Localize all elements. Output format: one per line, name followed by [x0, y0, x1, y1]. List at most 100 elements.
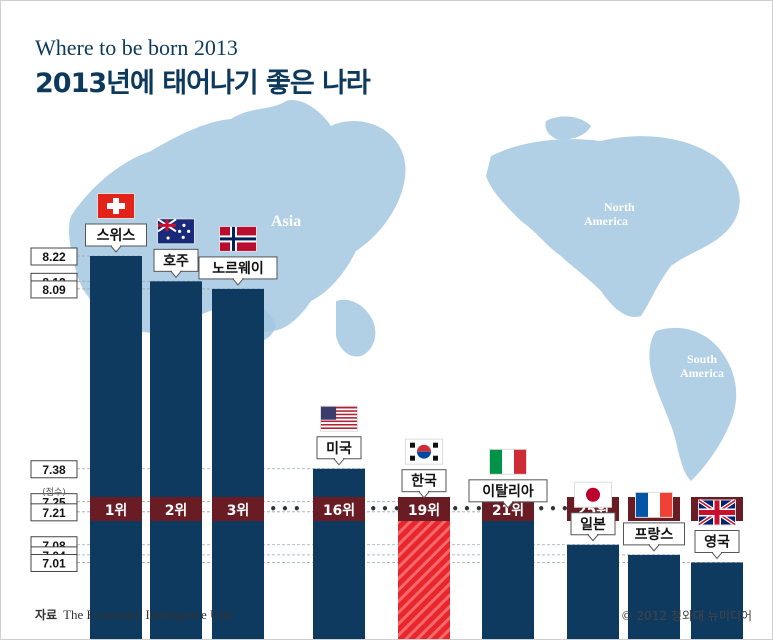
continent-shape-4	[649, 327, 737, 481]
flag-trigram	[410, 455, 415, 461]
gap-marker: • • •	[369, 502, 400, 516]
country-label: 노르웨이	[212, 260, 264, 277]
italy-flag	[489, 448, 527, 475]
axis-tick-box	[30, 553, 78, 572]
axis-tick-box	[30, 460, 78, 479]
flag-stripe	[321, 410, 357, 412]
bar-7	[628, 554, 680, 639]
axis-tick-box	[30, 503, 78, 522]
axis-tick-label: 7.01	[42, 556, 66, 570]
bar-0	[90, 256, 142, 639]
flag-stripe	[321, 406, 357, 409]
flag-taegeuk-top	[417, 444, 431, 452]
flag-trigram	[433, 455, 438, 461]
bar-1	[150, 281, 202, 639]
flag-stripe	[321, 422, 357, 424]
y-axis: 8.228.128.097.387.257.217.087.047.01(점수)	[30, 247, 78, 572]
bar-3	[313, 468, 365, 639]
rank-label: 16위	[323, 503, 355, 519]
map-label-north: North	[604, 200, 635, 214]
country-label: 스위스	[97, 228, 136, 244]
copyright: © 2012 청와대 뉴미디어	[620, 609, 752, 623]
flag-trigram	[410, 442, 415, 448]
rank-band	[90, 497, 142, 521]
flag-band	[660, 492, 672, 517]
gap-marker: • • •	[269, 502, 300, 516]
japan-flag	[574, 481, 612, 508]
bar-5	[482, 511, 534, 639]
flag-star	[182, 223, 186, 227]
axis-tick-box	[30, 247, 78, 266]
continent-shape-3	[486, 136, 740, 317]
flag-star	[166, 236, 170, 240]
bar-2	[212, 288, 264, 639]
flag-stripe	[321, 415, 357, 418]
flag-star	[187, 229, 191, 233]
switzerland-flag	[97, 193, 135, 219]
rank-label: 19위	[408, 503, 440, 519]
country-label: 일본	[580, 517, 606, 533]
continent-shape-5	[545, 116, 591, 140]
map-label-south: South	[687, 352, 717, 366]
flag-stripe	[321, 423, 357, 426]
rank-label: 2위	[165, 503, 188, 519]
flag-cross-h-red	[699, 509, 735, 515]
gap-marker: • • •	[451, 502, 482, 516]
country-label: 한국	[411, 474, 437, 490]
flag-star	[178, 229, 182, 233]
rank-label: 1위	[105, 503, 128, 519]
axis-unit-label: (점수)	[42, 486, 66, 498]
flag-canton	[321, 406, 337, 420]
country-label-pointer	[586, 534, 600, 542]
flag-trigram	[433, 442, 438, 448]
country-label: 프랑스	[635, 527, 674, 543]
bar-4	[398, 501, 450, 639]
map-label-america-2: America	[680, 366, 724, 380]
bar-8	[691, 562, 743, 639]
rank-band	[313, 497, 365, 521]
country-label: 이탈리아	[482, 483, 534, 500]
continent-shape-1	[336, 299, 376, 357]
title-korean: 2013년에 태어나기 좋은 나라	[35, 68, 371, 99]
korea-flag	[405, 438, 443, 465]
flag-taegeuk-bottom	[417, 451, 431, 459]
gap-marker: • • •	[537, 502, 568, 516]
source-text: The Economist Intelligence Unit	[63, 607, 234, 622]
axis-tick-box	[30, 280, 78, 299]
country-label-pointer	[710, 551, 724, 560]
flag-cross-h-inner	[220, 237, 256, 241]
rank-band	[398, 497, 450, 521]
flag-stripe	[321, 427, 357, 430]
flag-band	[636, 492, 648, 517]
country-label-pointer	[647, 544, 661, 552]
flag-star	[181, 235, 185, 239]
rank-band	[150, 497, 202, 521]
country-label-pointer	[332, 458, 346, 466]
flag-stripe	[321, 418, 357, 421]
flag-band	[648, 492, 660, 517]
axis-tick-label: 8.09	[42, 283, 66, 297]
france-flag	[635, 491, 673, 518]
rank-band	[212, 497, 264, 521]
country-label: 호주	[163, 253, 189, 269]
source-credit: 자료 The Economist Intelligence Unit	[35, 606, 233, 623]
map-label-america-1: America	[584, 214, 628, 228]
flag-stripe	[321, 425, 357, 428]
usa-flag	[320, 405, 358, 432]
flag-stripe	[321, 417, 357, 419]
title-english: Where to be born 2013	[35, 35, 238, 60]
axis-tick-label: 7.38	[42, 463, 66, 477]
map-label-asia: Asia	[271, 213, 301, 230]
country-label-pointer	[417, 491, 431, 499]
axis-tick-label: 7.21	[42, 506, 66, 520]
rank-label: 3위	[227, 503, 250, 519]
bar-6	[567, 544, 619, 639]
flag-cross-h	[158, 223, 176, 227]
flag-band	[502, 449, 514, 474]
flag-stripe	[321, 408, 357, 411]
flag-stripe	[321, 411, 357, 414]
country-label: 미국	[326, 441, 352, 457]
